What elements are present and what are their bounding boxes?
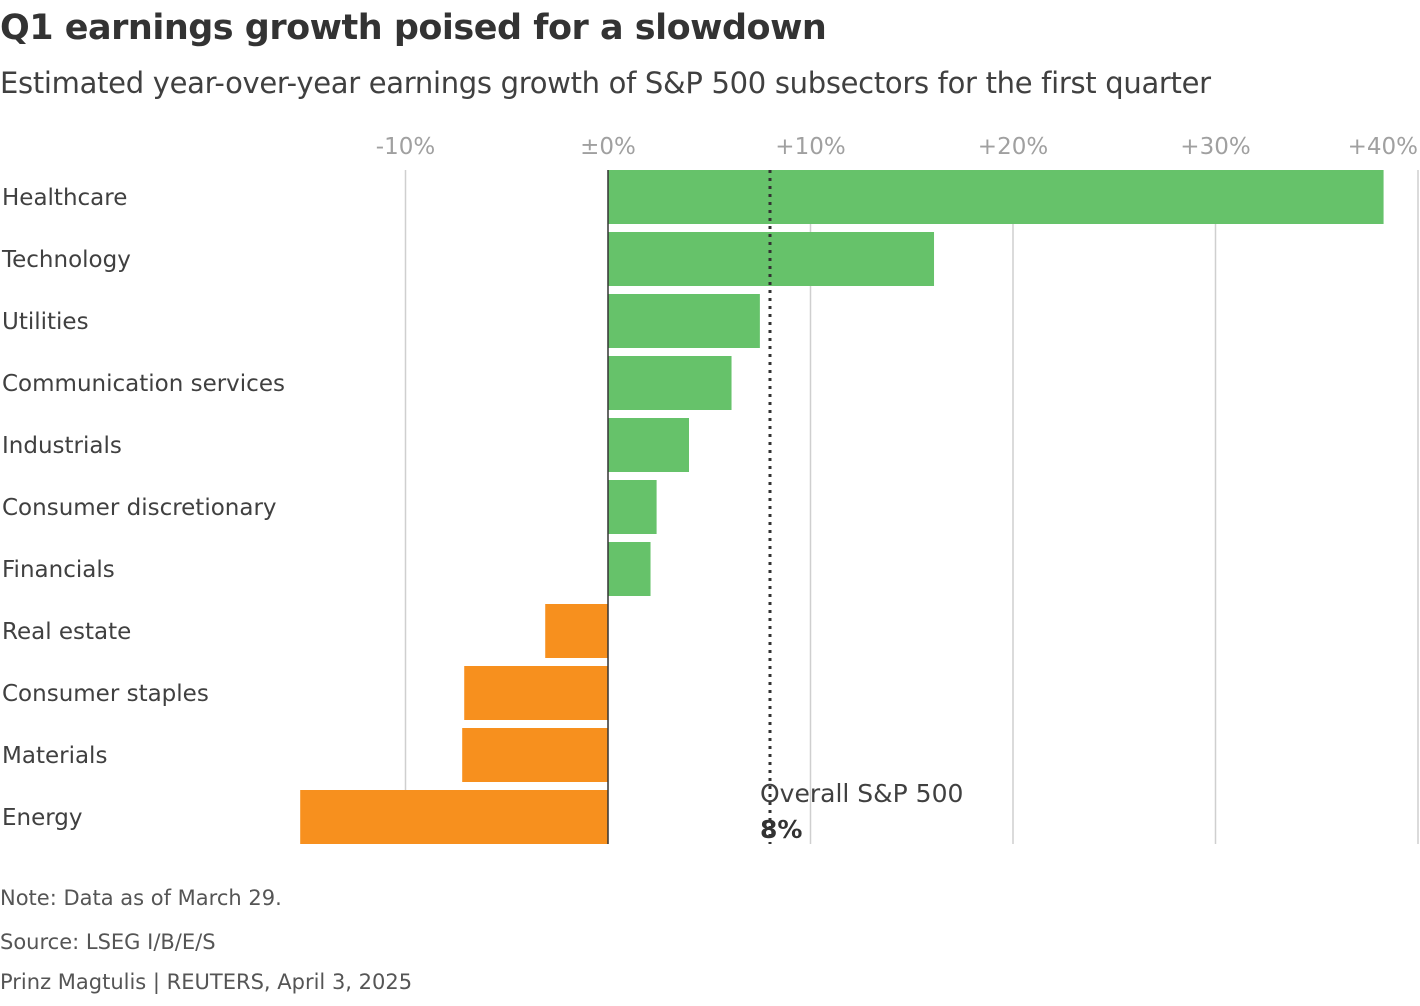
category-label: Utilities (2, 309, 89, 335)
category-label: Energy (2, 805, 83, 831)
category-label: Healthcare (2, 185, 127, 211)
x-tick-label: -10% (376, 134, 435, 160)
chart-title: Q1 earnings growth poised for a slowdown (0, 8, 827, 48)
footer-source: Source: LSEG I/B/E/S (0, 930, 216, 954)
category-label: Consumer discretionary (2, 495, 277, 521)
x-tick-label: +20% (978, 134, 1048, 160)
category-label: Real estate (2, 619, 131, 645)
x-tick-label: ±0% (580, 134, 636, 160)
category-label: Materials (2, 743, 107, 769)
bar (608, 480, 657, 534)
category-label: Consumer staples (2, 681, 209, 707)
category-label: Technology (1, 247, 131, 273)
x-tick-label: +30% (1180, 134, 1250, 160)
reference-value-label: 8% (760, 815, 802, 844)
footer-credit: Prinz Magtulis | REUTERS, April 3, 2025 (0, 970, 413, 994)
bar (464, 666, 608, 720)
bar (608, 418, 689, 472)
category-label: Financials (2, 557, 115, 583)
bar (608, 542, 651, 596)
bar (608, 294, 760, 348)
category-label: Industrials (2, 433, 122, 459)
bar (300, 790, 608, 844)
footer-note: Note: Data as of March 29. (0, 886, 282, 910)
reference-label: Overall S&P 500 (760, 779, 963, 808)
x-tick-label: +40% (1348, 134, 1418, 160)
category-label: Communication services (2, 371, 285, 397)
bar (608, 356, 732, 410)
bar (545, 604, 608, 658)
bar (608, 170, 1384, 224)
bar (462, 728, 608, 782)
x-tick-label: +10% (775, 134, 845, 160)
chart-subtitle: Estimated year-over-year earnings growth… (0, 66, 1211, 100)
